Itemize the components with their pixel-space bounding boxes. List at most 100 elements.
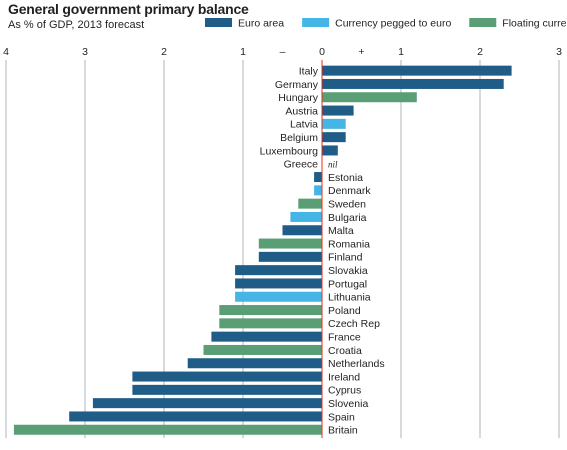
bar: [235, 278, 322, 289]
bar: [187, 358, 322, 369]
chart-subtitle: As % of GDP, 2013 forecast: [8, 19, 145, 31]
country-label: Lithuania: [328, 292, 371, 304]
tick-label: 3: [82, 46, 88, 58]
bar-row: Portugal: [235, 278, 367, 290]
bar-row: Latvia: [290, 119, 346, 131]
country-label: Hungary: [278, 92, 318, 104]
bar: [69, 411, 322, 422]
bar-row: Finland: [258, 251, 363, 264]
bar: [322, 78, 504, 89]
bar: [219, 318, 322, 329]
bar-row: Bulgaria: [290, 211, 367, 224]
country-label: Denmark: [328, 185, 371, 197]
tick-label: 0: [319, 46, 325, 58]
country-label: Cyprus: [328, 385, 361, 397]
legend-swatch-euro: [205, 18, 232, 27]
tick-label: 3: [556, 46, 562, 58]
country-label: Finland: [328, 252, 363, 264]
bar: [298, 198, 322, 209]
bar: [132, 371, 322, 382]
bar-row: Czech Rep: [219, 318, 380, 330]
bar-row: Britain: [13, 424, 358, 437]
bar-row: Ireland: [132, 371, 360, 383]
bar-row: Italy: [299, 65, 512, 77]
country-label: Czech Rep: [328, 318, 380, 330]
bar-row: Luxembourg: [260, 145, 338, 157]
country-label: Austria: [285, 105, 318, 117]
legend-label-pegged: Currency pegged to euro: [335, 18, 451, 30]
country-label: Estonia: [328, 172, 363, 184]
tick-label: 1: [240, 46, 246, 58]
bar: [235, 265, 322, 276]
bar-row: Croatia: [203, 344, 362, 357]
legend-swatch-floating: [469, 18, 497, 27]
country-label: Latvia: [290, 119, 318, 131]
country-label: Germany: [275, 79, 319, 91]
country-label: Italy: [299, 65, 319, 77]
bar-row: Netherlands: [187, 358, 385, 370]
bar-row: Poland: [219, 305, 361, 317]
bar: [322, 92, 417, 103]
country-label: Ireland: [328, 371, 360, 383]
legend-label-floating: Floating currency: [502, 18, 567, 30]
country-label: Slovakia: [328, 265, 368, 277]
bar: [322, 145, 338, 156]
bar-row: France: [211, 331, 361, 343]
tick-label: 2: [161, 46, 167, 58]
bar: [290, 211, 322, 222]
bar: [258, 238, 322, 249]
tick-label: 2: [477, 46, 483, 58]
bar-row: Belgium: [280, 132, 346, 144]
bar-row: Cyprus: [132, 385, 361, 397]
country-label: Croatia: [328, 345, 362, 357]
bar-row: Sweden: [298, 198, 366, 210]
country-label: Sweden: [328, 198, 366, 210]
country-label: Luxembourg: [260, 145, 319, 157]
bar: [258, 251, 322, 262]
bar-row: Hungary: [278, 92, 417, 104]
x-axis: 4 3 2 1 – 0 +1 2 3: [3, 46, 562, 438]
country-label: Belgium: [280, 132, 318, 144]
bar-row: Germany: [275, 79, 504, 91]
tick-label: 4: [3, 46, 9, 58]
bar-row: Slovenia: [92, 398, 368, 410]
country-label: Greece: [284, 159, 319, 171]
tick-label: +: [358, 46, 364, 58]
country-label: Britain: [328, 425, 358, 437]
country-label: Malta: [328, 225, 354, 237]
legend-swatch-pegged: [302, 18, 330, 27]
bar-row: Austria: [285, 105, 354, 117]
tick-label: –: [280, 46, 286, 58]
bar: [211, 331, 322, 342]
bar: [314, 172, 322, 183]
bar: [322, 132, 346, 143]
bars: ItalyGermanyHungaryAustriaLatviaBelgiumL…: [13, 65, 512, 437]
country-label: France: [328, 331, 361, 343]
country-label: Romania: [328, 238, 370, 250]
bar-row: Greece nil: [284, 159, 338, 171]
country-label: Spain: [328, 411, 355, 423]
bar: [219, 305, 322, 316]
bar: [282, 225, 322, 236]
legend-label-euro: Euro area: [238, 18, 284, 30]
country-label: Slovenia: [328, 398, 368, 410]
bar-row: Lithuania: [235, 292, 371, 304]
legend: Euro area Currency pegged to euro Floating…: [205, 18, 567, 30]
country-label: Poland: [328, 305, 361, 317]
tick-label: 1: [398, 46, 404, 58]
bar: [322, 118, 346, 129]
bar: [235, 291, 322, 302]
bar-row: Malta: [282, 225, 354, 237]
country-label: Bulgaria: [328, 212, 367, 224]
country-label: Netherlands: [328, 358, 385, 370]
bar: [322, 105, 354, 116]
bar: [203, 344, 322, 355]
bar-row: Spain: [69, 411, 355, 423]
country-label: Portugal: [328, 278, 367, 290]
bar: [13, 424, 323, 435]
bar-row: Estonia: [314, 172, 363, 184]
bar: [314, 185, 322, 196]
bar-row: Slovakia: [235, 265, 368, 277]
chart-title: General government primary balance: [8, 1, 249, 17]
